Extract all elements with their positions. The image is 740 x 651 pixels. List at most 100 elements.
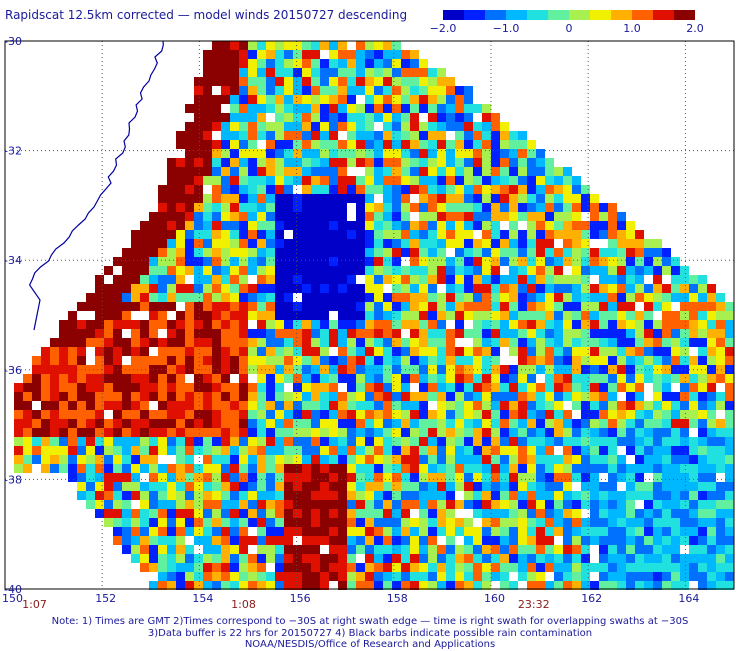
wind-cell: [14, 446, 23, 455]
wind-cell: [518, 284, 527, 293]
wind-cell: [635, 410, 644, 419]
wind-cell: [671, 347, 680, 356]
wind-cell: [491, 311, 500, 320]
wind-cell: [158, 212, 167, 221]
wind-cell: [635, 329, 644, 338]
wind-cell: [239, 194, 248, 203]
wind-cell: [266, 392, 275, 401]
wind-cell: [392, 194, 401, 203]
wind-cell: [644, 311, 653, 320]
wind-cell: [626, 329, 635, 338]
wind-cell: [482, 410, 491, 419]
wind-cell: [320, 536, 329, 545]
wind-cell: [248, 257, 257, 266]
wind-cell: [293, 257, 302, 266]
wind-cell: [248, 221, 257, 230]
wind-cell: [122, 482, 131, 491]
wind-cell: [374, 104, 383, 113]
wind-cell: [167, 428, 176, 437]
wind-cell: [518, 356, 527, 365]
wind-cell: [347, 356, 356, 365]
wind-cell: [266, 572, 275, 581]
wind-cell: [509, 302, 518, 311]
wind-cell: [59, 437, 68, 446]
wind-cell: [365, 509, 374, 518]
wind-cell: [248, 59, 257, 68]
wind-cell: [554, 176, 563, 185]
wind-cell: [428, 239, 437, 248]
wind-cell: [653, 491, 662, 500]
wind-cell: [500, 293, 509, 302]
wind-cell: [716, 455, 725, 464]
wind-cell: [275, 500, 284, 509]
wind-cell: [689, 383, 698, 392]
wind-cell: [635, 401, 644, 410]
wind-cell: [428, 248, 437, 257]
wind-cell: [311, 500, 320, 509]
wind-cell: [95, 311, 104, 320]
wind-cell: [284, 374, 293, 383]
wind-cell: [401, 122, 410, 131]
wind-cell: [581, 266, 590, 275]
wind-cell: [455, 212, 464, 221]
wind-cell: [77, 446, 86, 455]
wind-cell: [347, 428, 356, 437]
wind-cell: [410, 482, 419, 491]
wind-cell: [365, 437, 374, 446]
wind-cell: [122, 338, 131, 347]
wind-cell: [284, 437, 293, 446]
wind-cell: [662, 581, 671, 590]
wind-cell: [302, 329, 311, 338]
wind-cell: [167, 320, 176, 329]
wind-cell: [347, 230, 356, 239]
wind-cell: [176, 374, 185, 383]
wind-cell: [572, 509, 581, 518]
wind-cell: [590, 320, 599, 329]
wind-cell: [518, 536, 527, 545]
wind-cell: [149, 419, 158, 428]
wind-cell: [428, 203, 437, 212]
wind-cell: [473, 248, 482, 257]
wind-cell: [653, 248, 662, 257]
wind-cell: [302, 167, 311, 176]
wind-cell: [320, 140, 329, 149]
wind-cell: [59, 356, 68, 365]
wind-cell: [104, 347, 113, 356]
wind-cell: [509, 500, 518, 509]
wind-cell: [491, 347, 500, 356]
wind-cell: [392, 167, 401, 176]
wind-cell: [419, 284, 428, 293]
wind-cell: [14, 401, 23, 410]
wind-cell: [149, 392, 158, 401]
wind-cell: [410, 275, 419, 284]
wind-cell: [113, 428, 122, 437]
wind-cell: [302, 266, 311, 275]
wind-cell: [329, 167, 338, 176]
wind-cell: [410, 131, 419, 140]
wind-cell: [707, 473, 716, 482]
wind-cell: [518, 473, 527, 482]
wind-cell: [212, 140, 221, 149]
wind-cell: [401, 446, 410, 455]
wind-cell: [545, 356, 554, 365]
wind-cell: [662, 356, 671, 365]
wind-cell: [176, 581, 185, 590]
wind-cell: [554, 500, 563, 509]
wind-cell: [410, 320, 419, 329]
wind-cell: [41, 455, 50, 464]
wind-cell: [149, 554, 158, 563]
wind-cell: [410, 239, 419, 248]
wind-cell: [383, 140, 392, 149]
wind-cell: [338, 446, 347, 455]
wind-cell: [383, 455, 392, 464]
wind-cell: [428, 383, 437, 392]
wind-cell: [419, 212, 428, 221]
wind-cell: [194, 437, 203, 446]
wind-cell: [491, 563, 500, 572]
wind-cell: [293, 338, 302, 347]
colorbar-tick-label: −1.0: [492, 22, 520, 35]
wind-cell: [221, 140, 230, 149]
wind-cell: [410, 401, 419, 410]
wind-cell: [392, 401, 401, 410]
wind-cell: [554, 392, 563, 401]
